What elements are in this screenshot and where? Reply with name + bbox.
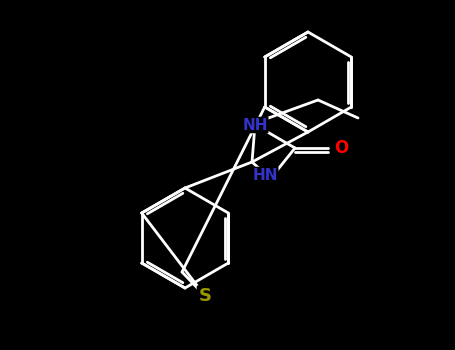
Text: O: O	[334, 139, 348, 157]
Text: NH: NH	[242, 118, 268, 133]
Text: HN: HN	[252, 168, 278, 182]
Text: S: S	[198, 287, 212, 305]
